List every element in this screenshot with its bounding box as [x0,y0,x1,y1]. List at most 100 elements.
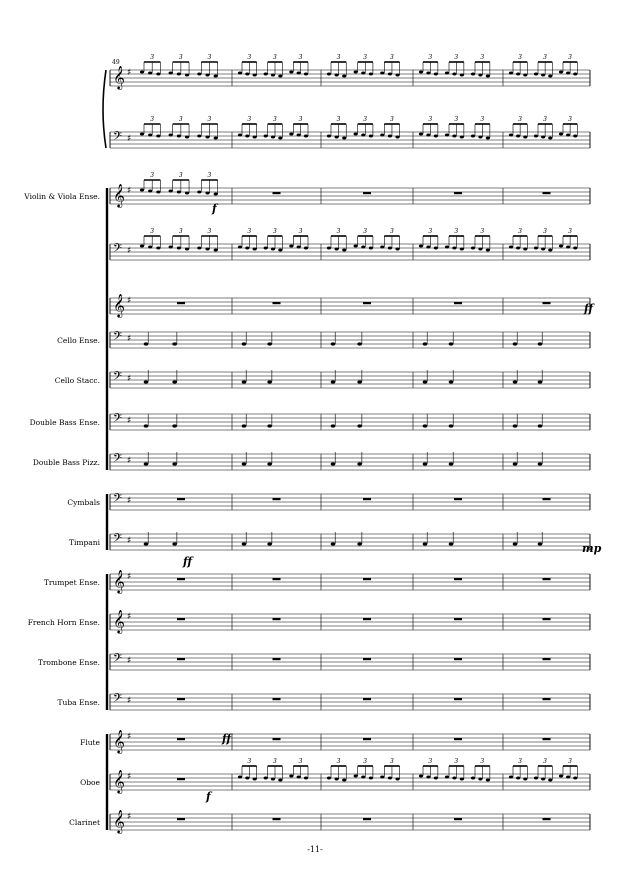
note-head [213,192,218,196]
note-head [241,542,247,546]
note-head [541,777,546,781]
whole-rest-icon [454,658,462,661]
note-head [516,246,521,250]
tuplet-mark: 3 [428,116,432,123]
note-head [361,775,366,779]
tuplet-mark: 3 [273,54,277,61]
whole-rest-icon [272,658,281,661]
instrument-label-french-horn-ense: French Horn Ense. [28,618,100,627]
bass-clef-icon: 𝄢 [113,492,122,508]
note-head [452,134,457,138]
whole-rest-icon [542,192,551,195]
note-head [172,462,177,466]
tuplet-mark: 3 [150,228,154,235]
whole-rest-icon [272,698,281,701]
note-head [197,72,202,76]
sharp-icon: ♯ [127,656,131,666]
staff-piano-lh: 𝄢 ♯ 3 3 3 3 3 3 3 3 3 3 3 3 3 3 3 [109,116,591,149]
note-head [143,542,149,546]
note-head [139,132,145,136]
note-head [452,776,457,780]
piano-brace-icon [102,69,107,149]
tuplet-mark: 3 [568,228,572,235]
dynamic-oboe-f: f [205,790,213,803]
note-head [172,342,177,346]
tuplet-mark: 3 [337,758,341,765]
note-head [184,191,190,195]
note-head [330,380,336,384]
note-head [573,134,578,138]
note-head [516,72,521,76]
note-head [418,132,424,136]
staff-flute: 𝄞 ♯ [109,729,591,754]
note-head [139,244,145,248]
note-head [357,342,362,346]
note-head [512,424,518,428]
note-head [537,342,543,346]
note-head [558,132,564,136]
note-head [566,71,571,75]
tuplet-mark: 3 [480,116,484,123]
note-head [342,778,347,782]
bass-clef-icon: 𝄢 [113,242,122,258]
tuplet-mark: 3 [299,228,303,235]
note-head [143,462,149,466]
note-head [380,775,385,779]
note-head [558,244,564,248]
instrument-label-oboe: Oboe [80,778,100,787]
staff-cymbals: 𝄢 ♯ [109,492,591,511]
tuplet-mark: 3 [454,54,458,61]
tuplet-mark: 3 [390,116,394,123]
instrument-label-timpani: Timpani [69,538,101,547]
treble-clef-icon: 𝄞 [113,729,125,754]
note-head [330,424,336,428]
whole-rest-icon [454,578,462,581]
note-head [156,72,161,76]
note-head [263,776,268,780]
tuplet-mark: 3 [543,54,547,61]
note-head [205,247,210,251]
note-head [156,134,161,138]
note-head [422,542,428,546]
treble-clef-icon: 𝄞 [113,769,125,794]
sharp-icon: ♯ [127,572,131,582]
note-head [357,380,362,384]
staff-violin-viola-2: 𝄢 ♯ 3 3 3 3 3 3 3 3 3 3 3 3 3 3 3 [109,228,591,261]
tuplet-mark: 3 [337,54,341,61]
staff-violin-viola-3: 𝄞 ♯ [109,293,591,318]
note-head [353,244,358,248]
note-head [184,73,190,77]
note-head [387,776,393,780]
note-head [143,342,149,346]
whole-rest-icon [454,618,462,621]
note-head [205,135,210,139]
note-head [548,248,553,252]
note-head [573,72,578,76]
dynamic-flute-ff: ff [221,732,233,745]
note-head [508,245,514,249]
instrument-label-clarinet: Clarinet [69,818,100,827]
sharp-icon: ♯ [127,374,131,384]
note-head [512,462,518,466]
note-head [433,134,438,138]
note-head [478,777,483,781]
treble-clef-icon: 𝄞 [113,183,125,208]
note-head [448,462,454,466]
note-head [168,133,173,137]
note-head [537,462,543,466]
note-head [566,245,571,249]
note-head [448,542,454,546]
whole-rest-icon [363,302,371,305]
note-head [334,247,339,251]
tuplet-mark: 3 [273,758,277,765]
note-head [459,135,464,139]
note-head [418,70,424,74]
note-head [573,776,578,780]
note-head [197,190,202,194]
note-head [433,72,438,76]
tuplet-mark: 3 [247,758,251,765]
note-head [342,74,347,78]
tuplet-mark: 3 [454,116,458,123]
note-head [334,135,339,139]
